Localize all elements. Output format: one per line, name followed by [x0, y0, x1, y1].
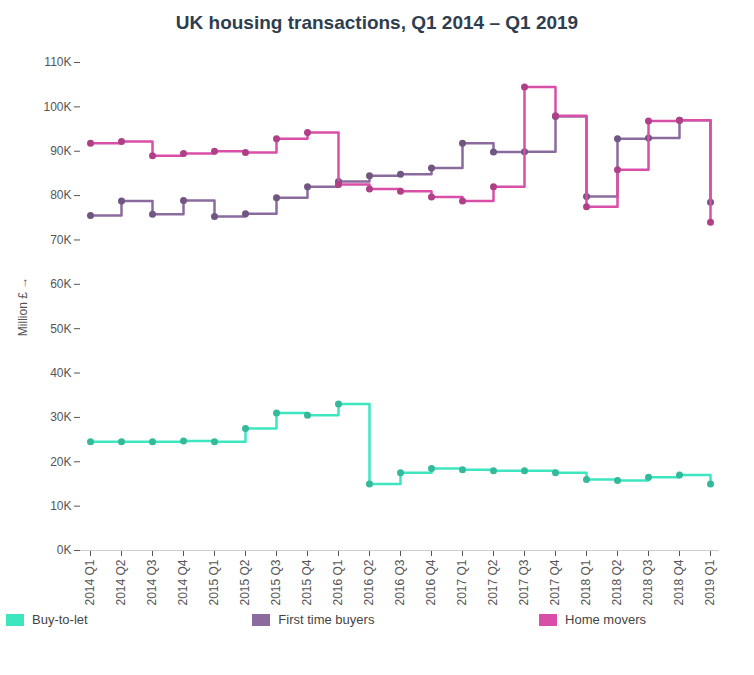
- svg-text:50K: 50K: [50, 322, 71, 336]
- svg-text:100K: 100K: [43, 100, 71, 114]
- svg-text:2014 Q1: 2014 Q1: [83, 559, 97, 605]
- svg-text:2017 Q3: 2017 Q3: [517, 559, 531, 605]
- svg-text:2014 Q3: 2014 Q3: [145, 559, 159, 605]
- html-text:Home movers: Home movers: [565, 612, 646, 627]
- svg-text:2016 Q3: 2016 Q3: [393, 559, 407, 605]
- svg-text:10K: 10K: [50, 499, 71, 513]
- svg-text:Million £ →: Million £ →: [16, 277, 30, 336]
- svg-text:2017 Q4: 2017 Q4: [548, 559, 562, 605]
- svg-text:20K: 20K: [50, 455, 71, 469]
- svg-text:2015 Q2: 2015 Q2: [238, 559, 252, 605]
- svg-text:2018 Q2: 2018 Q2: [610, 559, 624, 605]
- svg-text:70K: 70K: [50, 233, 71, 247]
- svg-text:2018 Q3: 2018 Q3: [641, 559, 655, 605]
- svg-text:60K: 60K: [50, 277, 71, 291]
- svg-text:2016 Q4: 2016 Q4: [424, 559, 438, 605]
- svg-text:0K: 0K: [57, 543, 72, 557]
- html-text:Buy-to-let: Buy-to-let: [32, 612, 88, 627]
- svg-text:2019 Q1: 2019 Q1: [703, 559, 717, 605]
- html-text:UK housing transactions, Q1 20: UK housing transactions, Q1 2014 – Q1 20…: [175, 12, 579, 33]
- svg-text:2017 Q1: 2017 Q1: [455, 559, 469, 605]
- svg-text:2017 Q2: 2017 Q2: [486, 559, 500, 605]
- svg-text:2015 Q1: 2015 Q1: [207, 559, 221, 605]
- svg-text:30K: 30K: [50, 410, 71, 424]
- svg-text:2018 Q4: 2018 Q4: [672, 559, 686, 605]
- svg-text:40K: 40K: [50, 366, 71, 380]
- svg-text:80K: 80K: [50, 188, 71, 202]
- svg-text:2018 Q1: 2018 Q1: [579, 559, 593, 605]
- svg-text:2014 Q4: 2014 Q4: [176, 559, 190, 605]
- html-text:First time buyers: First time buyers: [278, 612, 375, 627]
- svg-text:2014 Q2: 2014 Q2: [114, 559, 128, 605]
- svg-text:2016 Q2: 2016 Q2: [362, 559, 376, 605]
- svg-text:90K: 90K: [50, 144, 71, 158]
- svg-text:110K: 110K: [44, 55, 71, 69]
- svg-text:2016 Q1: 2016 Q1: [331, 559, 345, 605]
- svg-text:2015 Q4: 2015 Q4: [300, 559, 314, 605]
- svg-text:2015 Q3: 2015 Q3: [269, 559, 283, 605]
